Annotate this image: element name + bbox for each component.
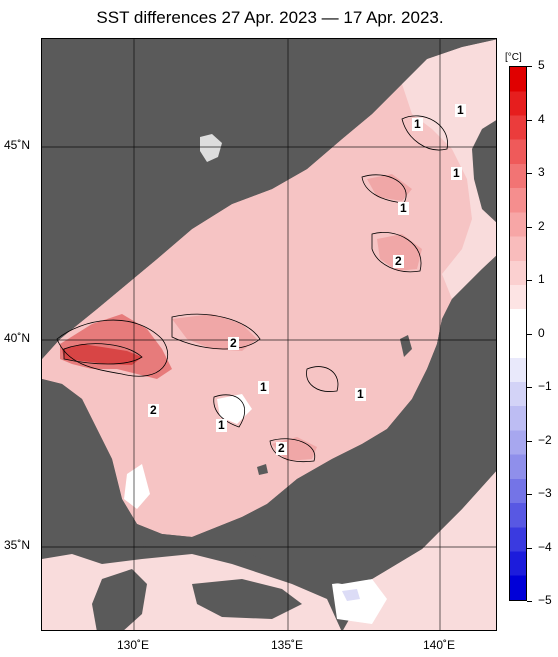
- lon-label-140: 140˚E: [422, 638, 456, 652]
- contour-label: 2: [228, 336, 239, 350]
- lat-label-40: 40˚N: [4, 331, 31, 345]
- colorbar-tick-label: −5: [538, 593, 552, 607]
- land-korea-south: [42, 379, 192, 551]
- land-oki: [257, 464, 268, 475]
- colorbar-tick-mark: [527, 494, 532, 495]
- land-sado: [400, 335, 412, 357]
- contour-1e: [213, 394, 245, 428]
- colorbar-tick-label: −3: [538, 486, 552, 500]
- sea-cool-dot: [342, 589, 360, 601]
- sea-neutral-patch-2: [124, 464, 150, 509]
- contour-2a: [63, 343, 143, 365]
- contour-1b: [171, 313, 261, 350]
- colorbar-tick-mark: [527, 66, 532, 67]
- colorbar: [509, 66, 527, 601]
- colorbar-tick-label: 4: [538, 111, 545, 126]
- sea-pacific-east: [343, 471, 496, 630]
- contour-label: 1: [398, 201, 409, 215]
- lake-khanka: [200, 134, 222, 162]
- sst-map: [42, 39, 496, 630]
- contour-label: 1: [216, 418, 227, 432]
- land-shikoku: [192, 579, 302, 619]
- lat-label-45: 45˚N: [4, 138, 31, 152]
- colorbar-tick-label: 2: [538, 218, 545, 233]
- colorbar-tick-mark: [527, 226, 532, 228]
- lat-label-35: 35˚N: [4, 538, 31, 552]
- colorbar-tick-mark: [527, 333, 532, 335]
- sea-mid-anomaly-4: [367, 174, 412, 201]
- lon-label-130: 130˚E: [116, 638, 150, 652]
- contour-label: 2: [148, 403, 159, 417]
- colorbar-tick-mark: [527, 280, 532, 281]
- contour-label: 1: [451, 166, 462, 180]
- colorbar-tick-label: 1: [538, 272, 545, 286]
- colorbar-tick-label: −4: [538, 539, 552, 554]
- contour-label: 2: [276, 441, 287, 455]
- sea-max-anomaly: [62, 344, 142, 365]
- colorbar-tick-mark: [527, 547, 532, 549]
- colorbar-tick-mark: [527, 387, 532, 388]
- colorbar-tick-label: 3: [538, 165, 545, 179]
- land-hokkaido: [472, 120, 496, 223]
- land-kyushu: [92, 569, 147, 630]
- colorbar-tick-label: 5: [538, 58, 545, 72]
- contour-1f: [401, 115, 448, 151]
- colorbar-tick-label: −2: [538, 432, 552, 447]
- land-honshu: [192, 255, 496, 584]
- land-korea: [42, 39, 496, 359]
- contour-1a: [56, 319, 168, 377]
- sea-cool-patch: [332, 579, 387, 624]
- colorbar-unit: [°C]: [505, 52, 522, 63]
- map-area: [41, 38, 497, 631]
- contour-1g: [306, 366, 339, 392]
- colorbar-tick-mark: [527, 119, 532, 121]
- colorbar-tick-mark: [527, 173, 532, 174]
- sea-mid-anomaly-2: [377, 234, 422, 271]
- colorbar-tick-mark: [527, 601, 532, 602]
- colorbar-tick-label: 0: [538, 325, 545, 340]
- sea-pale-band: [402, 39, 496, 299]
- contour-1c: [371, 232, 422, 273]
- contour-label: 2: [393, 254, 404, 268]
- colorbar-tick-mark: [527, 440, 532, 442]
- contour-label: 1: [258, 380, 269, 394]
- lon-label-135: 135˚E: [270, 638, 304, 652]
- sea-neutral-patch-1: [217, 394, 252, 424]
- contour-label: 1: [412, 117, 423, 131]
- map-title: SST differences 27 Apr. 2023 — 17 Apr. 2…: [96, 8, 444, 27]
- contour-label: 1: [455, 103, 466, 117]
- contour-label: 1: [355, 387, 366, 401]
- colorbar-tick-label: −1: [538, 379, 552, 393]
